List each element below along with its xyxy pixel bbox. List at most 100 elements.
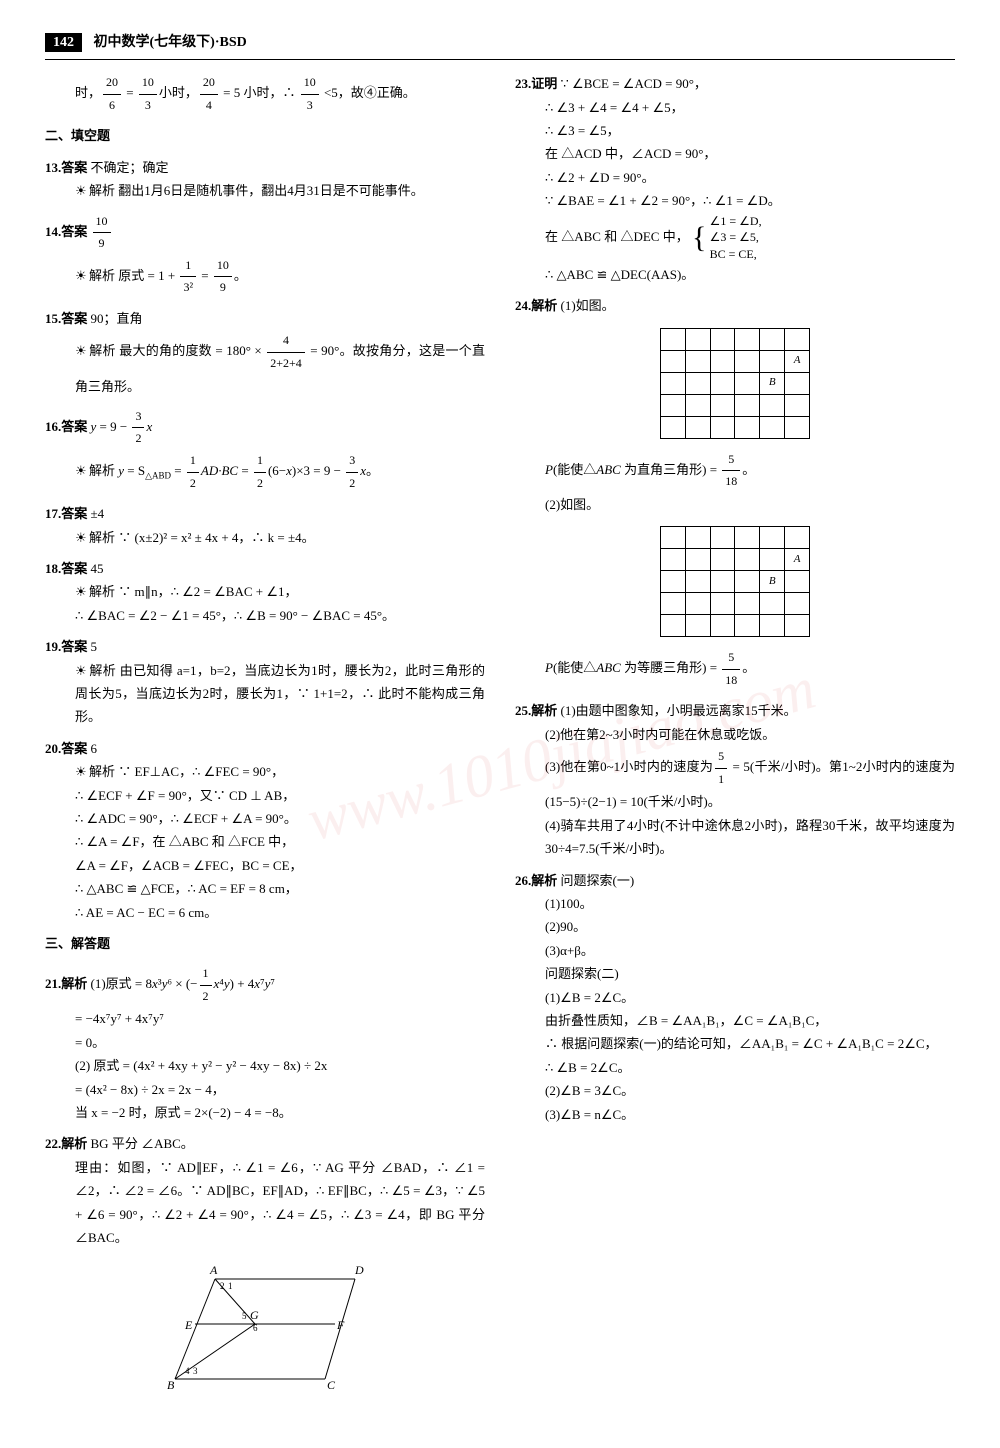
svg-text:E: E [184, 1318, 193, 1332]
q20-ans: 6 [91, 741, 98, 756]
right-column: 23.证明 ∵ ∠BCE = ∠ACD = 90°， ∴ ∠3 + ∠4 = ∠… [515, 72, 955, 1417]
q25-l4: (4)骑车共用了4小时(不计中途休息2小时)，路程30千米，故平均速度为30÷4… [515, 814, 955, 861]
q21-l2: = −4x⁷y⁷ + 4x⁷y⁷ [45, 1007, 485, 1030]
q19-exp-label: 解析 [89, 663, 116, 678]
q26-l5: 由折叠性质知，∠B = ∠AA₁B₁，∠C = ∠A₁B₁C， [515, 1009, 955, 1032]
q16: 16.答案 y = 9 − 32x ☀解析 y = S△ABD = 12AD·B… [45, 406, 485, 494]
q15-label: 15.答案 [45, 311, 87, 326]
q18: 18.答案 45 ☀解析 ∵ m∥n，∴ ∠2 = ∠BAC + ∠1， ∴ ∠… [45, 557, 485, 627]
q18-label: 18.答案 [45, 561, 87, 576]
q26-l9: (3)∠B = n∠C。 [515, 1103, 955, 1126]
q13-exp: 翻出1月6日是随机事件，翻出4月31日是不可能事件。 [118, 183, 424, 198]
q23-b3: BC = CE, [710, 247, 757, 261]
svg-text:D: D [354, 1263, 364, 1277]
q21-label: 21.解析 [45, 976, 87, 991]
q20-l2: ∴ ∠ECF + ∠F = 90°，又∵ CD ⊥ AB， [45, 784, 485, 807]
q23-l6: ∵ ∠BAE = ∠1 + ∠2 = 90°，∴ ∠1 = ∠D。 [515, 189, 955, 212]
q23-l4: 在 △ACD 中，∠ACD = 90°， [515, 142, 955, 165]
q13-label: 13.答案 [45, 160, 87, 175]
q26-h2: 问题探索(二) [515, 962, 955, 985]
q26-l3: (3)α+β。 [515, 939, 955, 962]
page-number: 142 [45, 33, 82, 52]
q20-l1: ∵ EF⊥AC，∴ ∠FEC = 90°， [118, 764, 284, 779]
svg-text:A: A [209, 1263, 218, 1277]
q14-label: 14.答案 [45, 224, 87, 239]
q20: 20.答案 6 ☀解析 ∵ EF⊥AC，∴ ∠FEC = 90°， ∴ ∠ECF… [45, 737, 485, 924]
q17-label: 17.答案 [45, 506, 87, 521]
q26-l1: (1)100。 [515, 892, 955, 915]
q24-label: 24.解析 [515, 298, 557, 313]
svg-text:C: C [327, 1378, 336, 1392]
q21-l3: = 0。 [45, 1031, 485, 1054]
q25-l1: (1)由题中图象知，小明最远离家15千米。 [561, 703, 797, 718]
q21-l5: = (4x² − 8x) ÷ 2x = 2x − 4， [45, 1078, 485, 1101]
q23-l8: ∴ △ABC ≌ △DEC(AAS)。 [515, 263, 955, 286]
q26-l4: (1)∠B = 2∠C。 [515, 986, 955, 1009]
q18-ans: 45 [91, 561, 104, 576]
q26-l2: (2)90。 [515, 915, 955, 938]
q19-label: 19.答案 [45, 639, 87, 654]
q23: 23.证明 ∵ ∠BCE = ∠ACD = 90°， ∴ ∠3 + ∠4 = ∠… [515, 72, 955, 286]
q25-l2: (2)他在第2~3小时内可能在休息或吃饭。 [515, 723, 955, 746]
q24: 24.解析 (1)如图。 A B P(能使△ABC 为直角三角形) = 518。… [515, 294, 955, 691]
q23-l7: 在 △ABC 和 △DEC 中， [545, 229, 689, 244]
q22-label: 22.解析 [45, 1136, 87, 1151]
svg-text:6: 6 [253, 1323, 258, 1333]
q24-grid2: A B [660, 526, 810, 637]
svg-text:3: 3 [193, 1366, 198, 1376]
svg-text:F: F [336, 1318, 345, 1332]
svg-text:B: B [167, 1378, 175, 1392]
section-2-title: 二、填空题 [45, 124, 485, 147]
q20-l6: ∴ △ABC ≌ △FCE，∴ AC = EF = 8 cm， [45, 877, 485, 900]
q26-label: 26.解析 [515, 873, 557, 888]
q23-l3: ∴ ∠3 = ∠5， [515, 119, 955, 142]
q23-b2: ∠3 = ∠5, [710, 230, 759, 244]
q16-label: 16.答案 [45, 419, 87, 434]
left-column: 时，206 = 103小时，204 = 5 小时，∴ 103 <5，故④正确。 … [45, 72, 485, 1417]
q24-grid1: A B [660, 328, 810, 439]
svg-text:1: 1 [228, 1281, 233, 1291]
q23-label: 23.证明 [515, 76, 557, 91]
q23-l1: ∵ ∠BCE = ∠ACD = 90°， [561, 76, 707, 91]
svg-text:2: 2 [220, 1281, 225, 1291]
q21-l6: 当 x = −2 时，原式 = 2×(−2) − 4 = −8。 [45, 1101, 485, 1124]
svg-text:5: 5 [242, 1311, 247, 1321]
q15: 15.答案 90；直角 ☀解析 最大的角的度数 = 180° × 42+2+4 … [45, 307, 485, 398]
svg-text:G: G [250, 1308, 259, 1322]
q18-exp2: ∴ ∠BAC = ∠2 − ∠1 = 45°，∴ ∠B = 90° − ∠BAC… [45, 604, 485, 627]
q17-ans: ±4 [91, 506, 105, 521]
q18-exp-label: 解析 [89, 584, 115, 599]
q26: 26.解析 问题探索(一) (1)100。 (2)90。 (3)α+β。 问题探… [515, 869, 955, 1126]
q23-l5: ∴ ∠2 + ∠D = 90°。 [515, 166, 955, 189]
q22-title: BG 平分 ∠ABC。 [91, 1136, 194, 1151]
q13-ans: 不确定；确定 [91, 160, 169, 175]
q22-figure: A D E F B C G 2 1 5 6 4 3 [45, 1259, 485, 1406]
q26-l8: (2)∠B = 3∠C。 [515, 1079, 955, 1102]
q26-l6: ∴ 根据问题探索(一)的结论可知，∠AA₁B₁ = ∠C + ∠A₁B₁C = … [515, 1032, 955, 1055]
q15-ans: 90；直角 [91, 311, 143, 326]
q21-l4: (2) 原式 = (4x² + 4xy + y² − y² − 4xy − 8x… [45, 1054, 485, 1077]
q17-exp-label: 解析 [89, 530, 115, 545]
q24-p1: (1)如图。 [561, 298, 615, 313]
q23-b1: ∠1 = ∠D, [710, 214, 762, 228]
q14-exp-label: 解析 [89, 268, 115, 283]
q16-exp-label: 解析 [89, 463, 115, 478]
q20-exp-label: 解析 [89, 764, 115, 779]
q17-exp: ∵ (x±2)² = x² ± 4x + 4，∴ k = ±4。 [118, 530, 314, 545]
top-continuation: 时，206 = 103小时，204 = 5 小时，∴ 103 <5，故④正确。 [45, 72, 485, 116]
q26-l7: ∴ ∠B = 2∠C。 [515, 1056, 955, 1079]
q20-l3: ∴ ∠ADC = 90°，∴ ∠ECF + ∠A = 90°。 [45, 807, 485, 830]
q26-h1: 问题探索(一) [561, 873, 635, 888]
q13-exp-label: 解析 [89, 183, 115, 198]
q17: 17.答案 ±4 ☀解析 ∵ (x±2)² = x² ± 4x + 4，∴ k … [45, 502, 485, 549]
q13: 13.答案 不确定；确定 ☀解析 翻出1月6日是随机事件，翻出4月31日是不可能… [45, 156, 485, 203]
content-columns: 时，206 = 103小时，204 = 5 小时，∴ 103 <5，故④正确。 … [45, 72, 955, 1417]
q20-l7: ∴ AE = AC − EC = 6 cm。 [45, 901, 485, 924]
q20-l5: ∠A = ∠F，∠ACB = ∠FEC，BC = CE， [45, 854, 485, 877]
q20-l4: ∴ ∠A = ∠F，在 △ABC 和 △FCE 中， [45, 830, 485, 853]
q25-label: 25.解析 [515, 703, 557, 718]
q19: 19.答案 5 ☀解析 由已知得 a=1，b=2，当底边长为1时，腰长为2，此时… [45, 635, 485, 729]
q24-p2: (2)如图。 [515, 493, 955, 516]
q22-reason: 理由：如图，∵ AD∥EF，∴ ∠1 = ∠6，∵ AG 平分 ∠BAD，∴ ∠… [45, 1156, 485, 1250]
q15-exp-label: 解析 [89, 343, 116, 358]
